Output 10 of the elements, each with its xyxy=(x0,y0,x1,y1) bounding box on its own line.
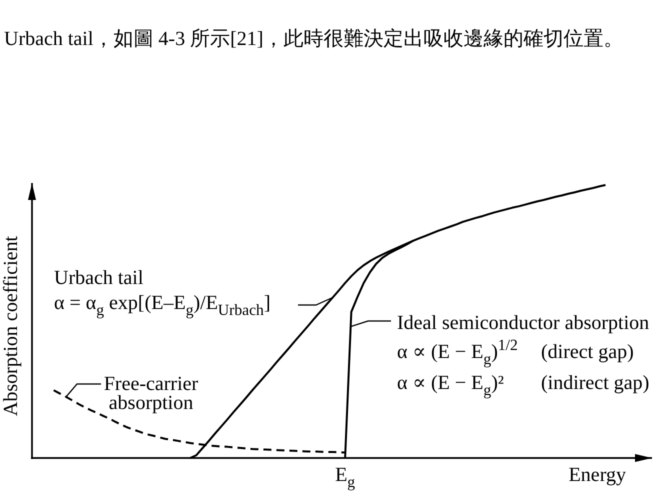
annotation: α = α$_{g}$ exp[(E–E$_{g}$)/E$_{Urbach}$] xyxy=(54,292,270,319)
text: E$_{g}$ xyxy=(335,464,356,491)
text: α ∝ (E − E$_{g}$)² (indirect gap) xyxy=(397,372,650,399)
text: α ∝ (E − E$_{g}$)$^{1/2}$ (direct gap) xyxy=(397,337,634,368)
y-axis-title: Absorption coefficient xyxy=(0,235,22,416)
x-axis-title: Energy xyxy=(568,464,626,486)
annotation: Free-carrier absorption xyxy=(104,373,199,414)
text: Urbach tail，如圖 4-3 所示[21]，此時很難決定出吸收邊緣的確切位置。 xyxy=(4,28,624,50)
annotation: Ideal semiconductor absorption xyxy=(397,312,650,334)
annotation: Urbach tail xyxy=(54,267,144,289)
